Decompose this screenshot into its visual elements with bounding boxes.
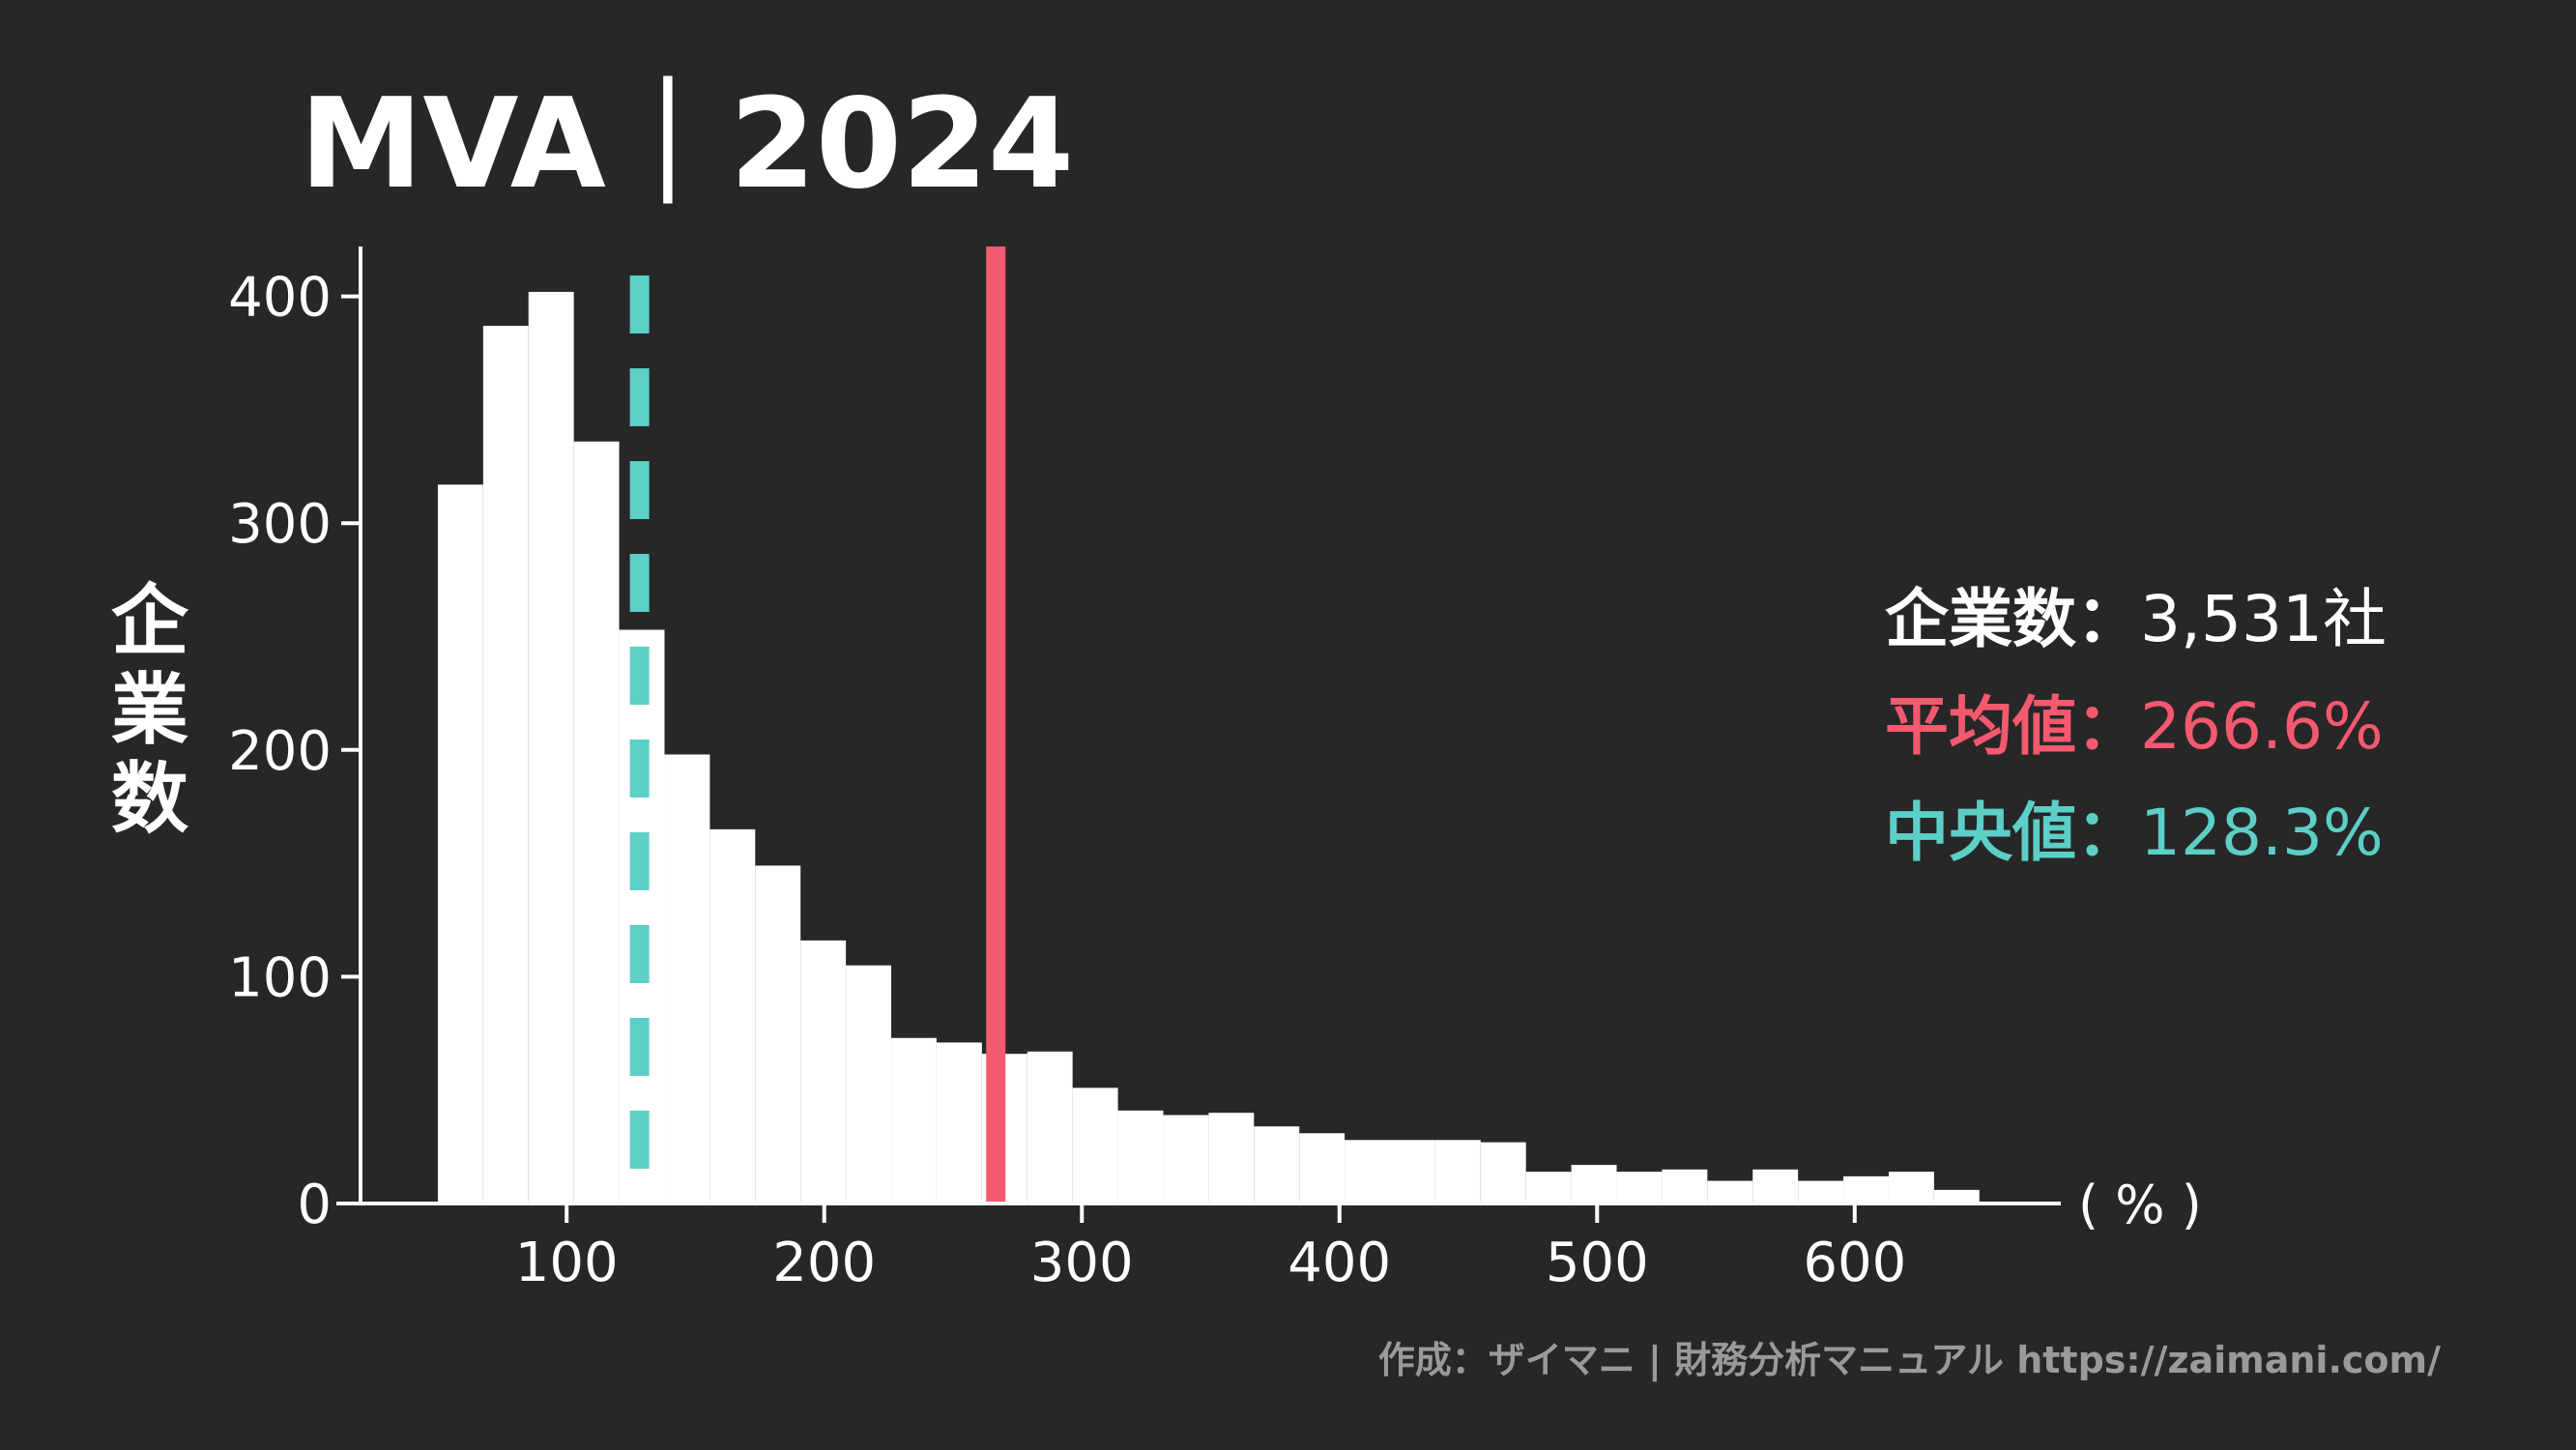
- y-tick-label: 200: [228, 720, 332, 783]
- histogram-bars: [437, 291, 1980, 1204]
- mean-label: 平均値: [1885, 689, 2076, 764]
- histogram-bar: [1163, 1115, 1209, 1204]
- histogram-bar: [1027, 1051, 1073, 1204]
- histogram-bar: [1616, 1172, 1663, 1204]
- histogram-bar: [1072, 1088, 1118, 1204]
- y-tick-label: 0: [297, 1174, 332, 1236]
- count-value: 3,531社: [2140, 582, 2387, 656]
- y-axis-label-char: 業: [111, 665, 188, 755]
- y-axis-label-char: 企: [111, 576, 189, 666]
- mean-value: 266.6%: [2140, 689, 2384, 764]
- mean-stat: 平均値：266.6%: [1885, 689, 2384, 764]
- histogram-bar: [437, 484, 483, 1204]
- histogram-bar: [846, 965, 892, 1204]
- x-tick-label: 300: [1030, 1232, 1134, 1294]
- reference-lines: [629, 246, 1006, 1204]
- histogram-bar: [1299, 1133, 1346, 1204]
- x-axis-unit: ( % ): [2078, 1174, 2202, 1235]
- histogram-bar: [1843, 1175, 1889, 1204]
- x-axis-ticks: 100 200 300 400 500 600: [515, 1204, 1906, 1294]
- histogram-bar: [1525, 1172, 1572, 1204]
- median-value: 128.3%: [2140, 796, 2384, 870]
- y-tick-label: 300: [228, 493, 332, 556]
- histogram-bar: [1345, 1140, 1390, 1204]
- histogram-bar: [1254, 1126, 1300, 1204]
- histogram-bar: [1434, 1140, 1481, 1204]
- histogram-bar: [1933, 1189, 1980, 1204]
- x-tick-label: 100: [515, 1232, 619, 1294]
- histogram-bar: [619, 629, 665, 1204]
- histogram-bar: [936, 1042, 982, 1204]
- histogram-bar: [1480, 1142, 1526, 1204]
- histogram-bar: [528, 291, 574, 1204]
- x-tick-label: 500: [1546, 1232, 1649, 1294]
- histogram-bar: [1888, 1172, 1934, 1204]
- histogram-bar: [755, 865, 801, 1204]
- x-tick-label: 200: [772, 1232, 876, 1294]
- histogram-bar: [482, 326, 529, 1204]
- histogram-bar: [891, 1037, 937, 1204]
- stats-legend: 企業数：3,531社 平均値：266.6% 中央値：128.3%: [1885, 582, 2387, 870]
- histogram-bar: [573, 441, 620, 1204]
- y-tick-label: 400: [228, 267, 332, 330]
- mean-separator: ：: [2076, 689, 2140, 764]
- x-tick-label: 600: [1803, 1232, 1906, 1294]
- median-separator: ：: [2076, 796, 2140, 870]
- y-axis-label: 企業数: [111, 576, 189, 844]
- y-axis-ticks: 0 100 200 300 400: [228, 267, 361, 1236]
- histogram-bar: [1389, 1140, 1435, 1204]
- credit-text: 作成：ザイマニ | 財務分析マニュアル https://zaimani.com/: [1378, 1339, 2441, 1382]
- histogram-bar: [709, 828, 756, 1204]
- x-tick-label: 400: [1288, 1232, 1391, 1294]
- y-tick-label: 100: [228, 946, 332, 1009]
- histogram-bar: [1571, 1165, 1617, 1204]
- histogram-bar: [1208, 1113, 1255, 1204]
- histogram-bar: [1707, 1180, 1753, 1204]
- chart-title: MVA｜2024: [300, 72, 1074, 217]
- count-stat: 企業数：3,531社: [1885, 582, 2387, 656]
- histogram-bar: [1117, 1110, 1164, 1204]
- count-separator: ：: [2076, 582, 2140, 656]
- histogram-bar: [1798, 1180, 1844, 1204]
- histogram-bar: [800, 940, 847, 1204]
- histogram-bar: [664, 754, 710, 1204]
- median-label: 中央値: [1885, 796, 2076, 870]
- histogram-bar: [1662, 1169, 1708, 1204]
- y-axis-label-char: 数: [111, 754, 188, 844]
- histogram-bar: [1752, 1169, 1799, 1204]
- median-stat: 中央値：128.3%: [1885, 796, 2384, 870]
- count-label: 企業数: [1885, 582, 2076, 656]
